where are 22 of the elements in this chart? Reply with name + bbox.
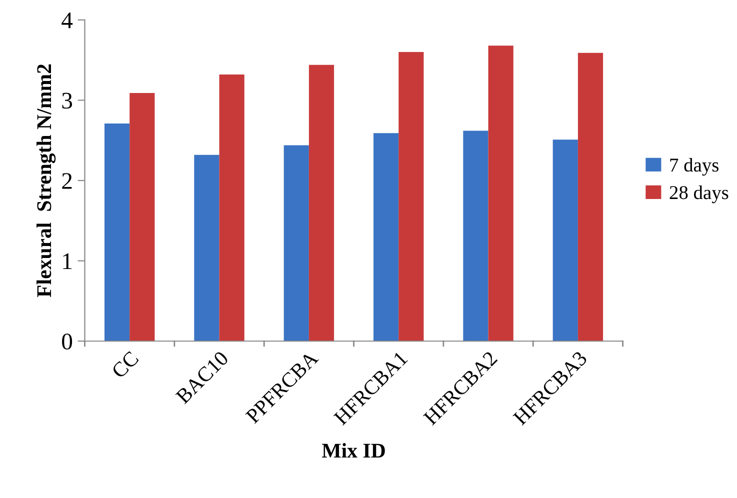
- bar: [194, 154, 220, 342]
- bar: [373, 133, 399, 342]
- x-tick-label: CC: [111, 350, 140, 379]
- y-axis-title: Flexural Strength N/mm2: [36, 64, 56, 298]
- bar: [552, 140, 578, 342]
- legend-label: 7 days: [670, 158, 718, 176]
- x-axis-title: Mix ID: [322, 443, 385, 458]
- y-tick-label: 4: [62, 12, 73, 28]
- bar: [104, 124, 130, 342]
- legend-label: 28 days: [670, 186, 728, 204]
- y-tick-label: 3: [62, 92, 72, 109]
- bar: [284, 145, 309, 342]
- bar: [578, 52, 604, 342]
- bar: [398, 52, 424, 342]
- y-tick-label: 0: [62, 334, 72, 350]
- bar: [130, 92, 155, 342]
- bar: [308, 64, 334, 342]
- bar: [488, 46, 514, 342]
- y-tick-label: 2: [62, 173, 72, 189]
- bar: [219, 74, 244, 342]
- bar: [463, 130, 488, 342]
- y-tick-label: 1: [63, 253, 72, 270]
